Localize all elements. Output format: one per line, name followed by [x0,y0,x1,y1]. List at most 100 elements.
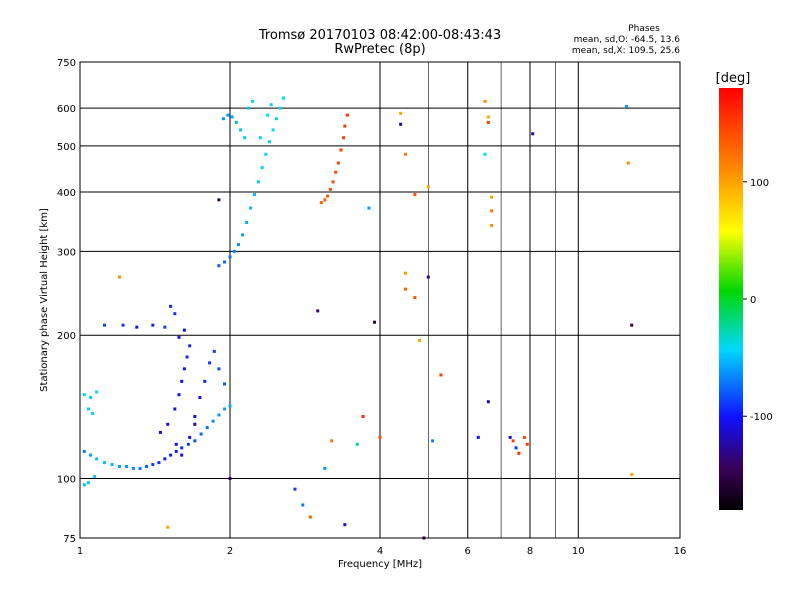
data-point [328,187,332,191]
data-point [188,435,192,439]
data-point [403,152,407,156]
y-tick-label: 200 [57,331,76,342]
data-point [230,115,234,119]
data-points [82,96,634,540]
x-tick-label: 10 [572,546,585,557]
data-point [110,463,114,467]
data-point [223,260,227,264]
chart-subtitle: RwPretec (8p) [334,42,425,57]
data-point [523,435,527,439]
data-point [145,464,149,468]
colorbar-tick-label: 0 [750,295,756,306]
y-axis-ticks: 75 100 200 300 400 500 600 750 [57,58,76,545]
data-point [174,442,178,446]
data-point [173,407,177,411]
data-point [177,335,181,339]
data-point [281,96,285,100]
data-point [117,275,121,279]
data-point [82,483,86,487]
data-point [630,323,634,327]
data-point [166,525,170,529]
data-point [186,442,190,446]
data-point [517,451,521,455]
data-point [131,466,135,470]
data-point [490,209,494,213]
x-tick-label: 8 [527,546,533,557]
data-point [399,122,403,126]
data-point [193,422,197,426]
data-point [226,113,230,117]
data-point [514,446,518,450]
data-point [151,323,155,327]
data-point [266,113,270,117]
data-point [182,328,186,332]
data-point [251,99,255,103]
data-point [89,453,93,457]
data-point [373,320,377,324]
data-point [403,287,407,291]
data-point [95,390,99,394]
x-axis-label: Frequency [MHz] [338,559,422,570]
data-point [486,400,490,404]
data-point [626,161,630,165]
plot-frame [79,61,681,539]
data-point [413,193,417,197]
data-point [223,407,227,411]
colorbar [719,88,743,510]
data-point [339,148,343,152]
colorbar-tick-label: -100 [750,412,773,423]
chart-title: Tromsø 20170103 08:42:00-08:43:43 [258,28,501,43]
data-point [378,435,382,439]
data-point [342,136,346,140]
colorbar-ticks: 100 0 -100 [743,178,773,423]
data-point [239,128,243,132]
data-point [125,464,129,468]
x-axis-ticks: 1 2 4 6 8 10 16 [77,546,687,557]
data-point [217,367,221,371]
data-point [508,435,512,439]
data-point [483,99,487,103]
data-point [343,124,347,128]
data-point [256,180,260,184]
data-point [323,466,327,470]
data-point [330,439,334,443]
data-point [217,264,221,268]
data-point [490,224,494,228]
data-point [203,379,207,383]
data-point [439,373,443,377]
data-point [103,461,107,465]
colorbar-tick-label: 100 [750,178,769,189]
data-point [217,198,221,202]
data-point [264,152,268,156]
y-tick-label: 75 [63,534,76,545]
data-point [630,472,634,476]
data-point [275,117,279,121]
data-point [403,271,407,275]
data-point [228,404,232,408]
x-tick-label: 4 [377,546,383,557]
phase-legend-heading: Phases [628,24,660,34]
data-point [323,198,327,202]
data-point [180,379,184,383]
data-point [211,419,215,423]
data-point [232,249,236,253]
data-point [228,477,232,481]
data-point [223,382,227,386]
data-point [531,132,535,136]
phase-legend-x: mean, sd,X: 109.5, 25.6 [572,46,680,56]
data-point [205,425,209,429]
data-point [169,453,173,457]
data-point [367,206,371,210]
data-point [625,104,629,108]
y-tick-label: 750 [57,58,76,69]
data-point [174,449,178,453]
data-point [103,323,107,327]
data-point [413,296,417,300]
data-point [117,464,121,468]
data-point [267,140,271,144]
data-point [334,170,338,174]
data-point [511,439,515,443]
data-point [490,195,494,199]
data-point [316,309,320,313]
